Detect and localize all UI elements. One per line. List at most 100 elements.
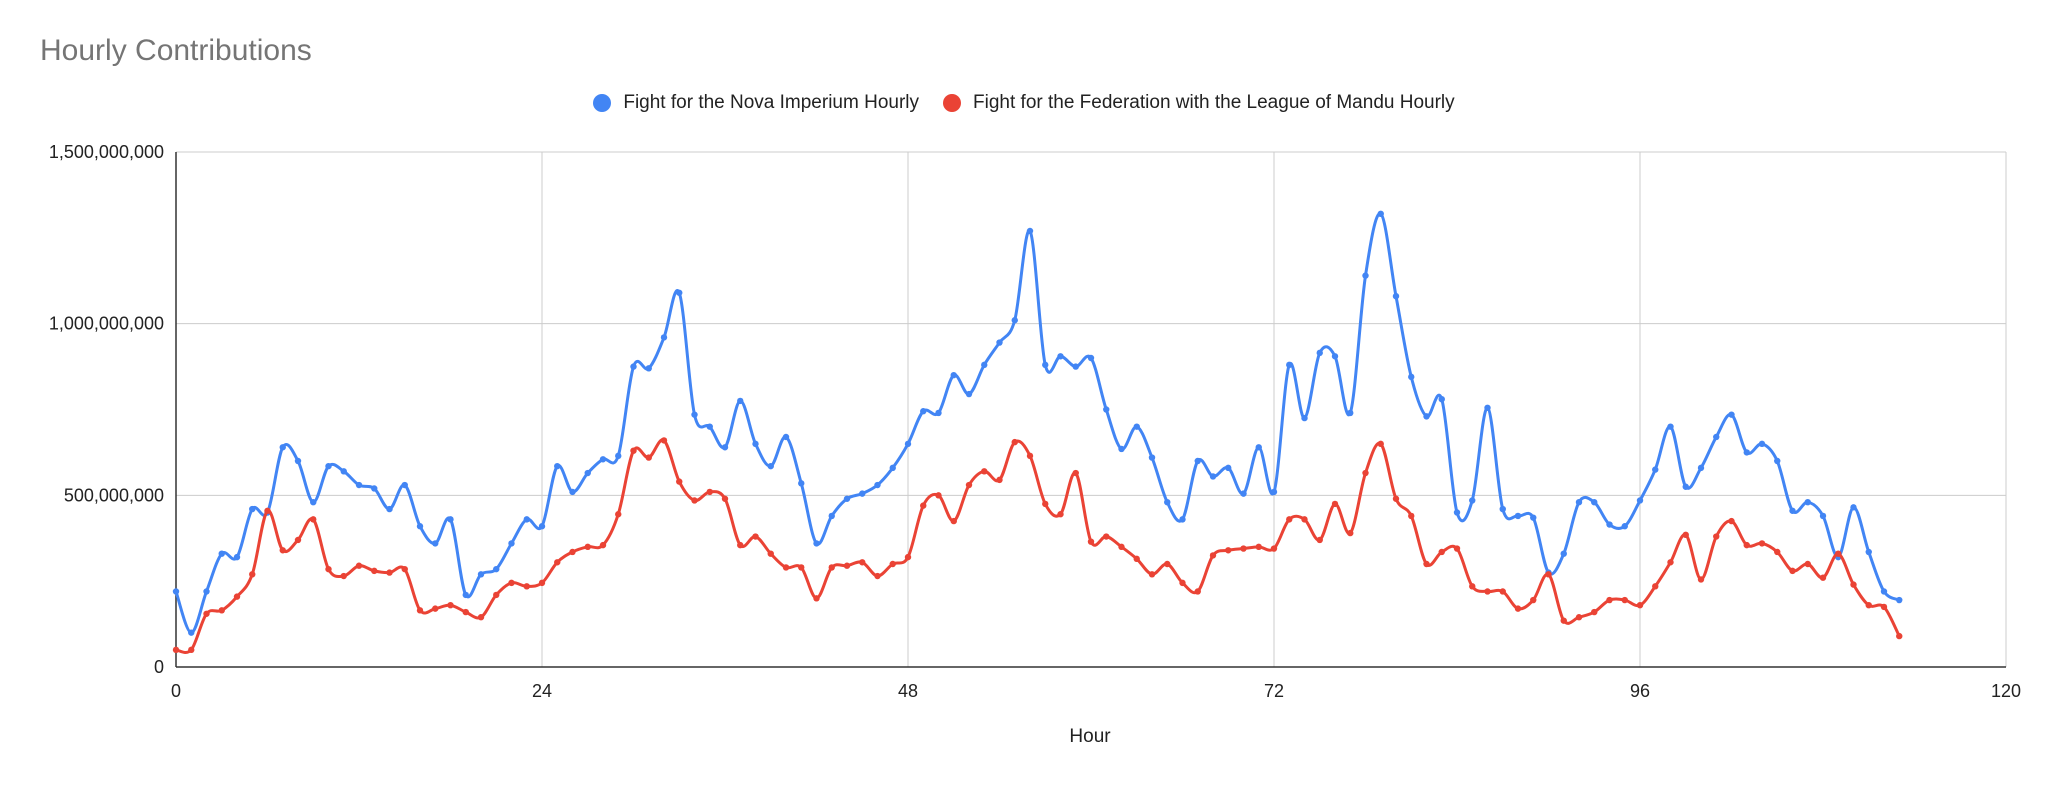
- data-point-nova-imperium: [1423, 413, 1430, 420]
- data-point-nova-imperium: [249, 505, 256, 513]
- data-point-federation: [1484, 588, 1491, 595]
- data-point-federation: [1835, 550, 1842, 557]
- data-point-federation: [1164, 560, 1171, 568]
- data-point-nova-imperium: [1225, 464, 1232, 472]
- data-point-nova-imperium: [935, 409, 942, 417]
- data-point-federation: [310, 516, 317, 523]
- data-point-federation: [1362, 469, 1369, 477]
- data-point-nova-imperium: [1469, 497, 1476, 504]
- data-point-federation: [416, 607, 424, 614]
- data-point-federation: [1499, 588, 1506, 595]
- legend-item-nova-imperium[interactable]: Fight for the Nova Imperium Hourly: [593, 92, 919, 114]
- data-point-nova-imperium: [798, 480, 805, 487]
- data-point-nova-imperium: [1026, 227, 1034, 235]
- data-point-federation: [1728, 517, 1735, 525]
- data-point-federation: [1652, 583, 1659, 590]
- data-point-nova-imperium: [645, 365, 652, 372]
- data-point-federation: [1286, 516, 1293, 523]
- data-point-federation: [1179, 579, 1186, 587]
- data-point-nova-imperium: [1865, 548, 1872, 556]
- data-point-nova-imperium: [1819, 512, 1827, 520]
- data-point-federation: [325, 565, 332, 573]
- data-point-nova-imperium: [432, 540, 439, 547]
- data-point-federation: [1819, 574, 1827, 581]
- data-point-federation: [813, 595, 820, 602]
- data-point-federation: [1255, 543, 1262, 551]
- data-point-nova-imperium: [1713, 433, 1720, 441]
- data-point-federation: [1804, 560, 1811, 568]
- data-point-federation: [874, 572, 881, 580]
- data-point-federation: [1423, 560, 1430, 568]
- data-point-federation: [1392, 495, 1400, 502]
- data-point-nova-imperium: [691, 411, 698, 418]
- data-point-federation: [645, 454, 652, 461]
- data-point-nova-imperium: [310, 499, 317, 506]
- data-point-federation: [1591, 608, 1598, 616]
- data-point-nova-imperium: [1103, 406, 1110, 413]
- data-point-nova-imperium: [767, 462, 774, 470]
- data-point-federation: [294, 536, 302, 544]
- data-point-federation: [569, 548, 576, 556]
- tick-labels: 0 500,000,000 1,000,000,000 1,500,000,000 0 2…: [49, 142, 2021, 701]
- data-point-nova-imperium: [1560, 550, 1567, 557]
- data-point-federation: [1072, 469, 1079, 477]
- data-point-nova-imperium: [752, 440, 759, 448]
- data-point-federation: [447, 602, 454, 609]
- chart-title: Hourly Contributions: [40, 34, 312, 67]
- data-point-federation: [355, 562, 363, 569]
- data-point-federation: [1636, 602, 1644, 609]
- data-point-federation: [477, 614, 485, 621]
- data-point-federation: [538, 579, 546, 587]
- data-point-nova-imperium: [477, 571, 485, 578]
- data-point-federation: [401, 565, 408, 573]
- data-point-nova-imperium: [1438, 396, 1445, 403]
- data-point-nova-imperium: [1606, 521, 1613, 528]
- data-point-nova-imperium: [1087, 354, 1095, 362]
- data-point-nova-imperium: [203, 588, 210, 595]
- data-point-nova-imperium: [1042, 361, 1049, 369]
- data-point-nova-imperium: [569, 488, 576, 496]
- data-point-federation: [584, 543, 591, 551]
- data-point-nova-imperium: [965, 390, 973, 398]
- data-point-federation: [889, 560, 896, 568]
- data-point-federation: [1026, 452, 1034, 460]
- data-point-nova-imperium: [1484, 404, 1491, 411]
- data-point-federation: [996, 476, 1003, 484]
- gridlines: [175, 151, 2007, 668]
- data-point-federation: [706, 488, 713, 496]
- data-point-nova-imperium: [843, 495, 851, 502]
- data-point-nova-imperium: [660, 334, 668, 341]
- data-point-nova-imperium: [218, 550, 225, 557]
- data-point-nova-imperium: [1652, 466, 1659, 473]
- data-point-federation: [1408, 512, 1415, 520]
- data-point-federation: [188, 646, 195, 654]
- data-point-nova-imperium: [1209, 473, 1217, 480]
- data-point-nova-imperium: [1362, 272, 1369, 279]
- data-point-nova-imperium: [1072, 363, 1079, 370]
- x-tick-label: 96: [1630, 681, 1650, 701]
- data-point-federation: [523, 583, 530, 590]
- legend-item-federation[interactable]: Fight for the Federation with the League…: [943, 92, 1455, 114]
- data-point-nova-imperium: [1697, 464, 1705, 472]
- data-point-federation: [1896, 632, 1903, 640]
- data-point-nova-imperium: [1240, 490, 1247, 497]
- data-point-federation: [721, 495, 729, 502]
- legend-label-nova-imperium: Fight for the Nova Imperium Hourly: [623, 92, 920, 113]
- data-point-nova-imperium: [676, 289, 683, 296]
- data-point-federation: [508, 579, 515, 587]
- data-point-nova-imperium: [1804, 499, 1811, 506]
- data-point-nova-imperium: [889, 464, 896, 472]
- data-point-federation: [1469, 583, 1476, 590]
- data-point-nova-imperium: [1667, 423, 1674, 430]
- data-point-nova-imperium: [1499, 505, 1506, 513]
- data-point-nova-imperium: [1896, 596, 1903, 604]
- data-point-federation: [1667, 559, 1674, 566]
- data-point-federation: [203, 610, 210, 617]
- data-point-federation: [1103, 533, 1110, 540]
- data-point-federation: [752, 533, 759, 540]
- x-tick-label: 48: [898, 681, 918, 701]
- legend-label-federation: Fight for the Federation with the League…: [973, 92, 1455, 113]
- data-point-federation: [1743, 541, 1750, 549]
